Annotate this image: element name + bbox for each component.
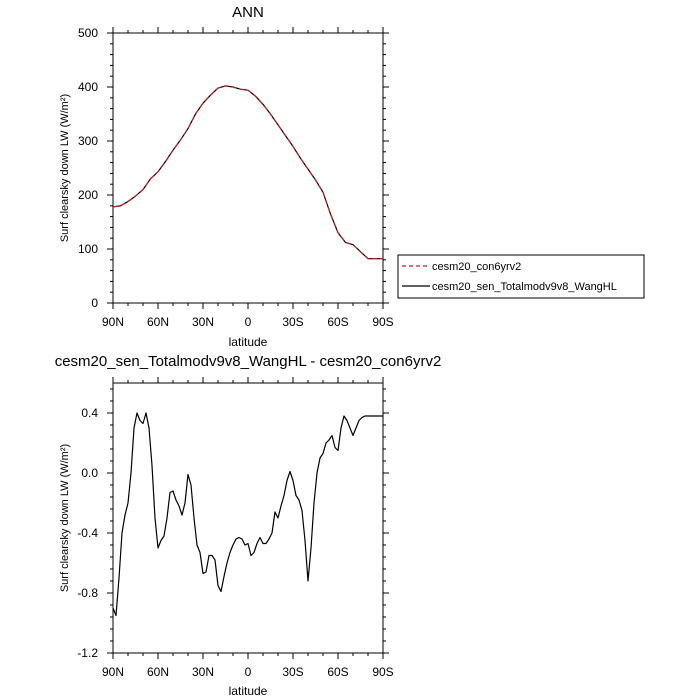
- top-y-tick-label: 400: [78, 80, 98, 94]
- bottom-x-tick-label: 30S: [282, 665, 303, 679]
- bottom-panel: cesm20_sen_Totalmodv9v8_WangHL - cesm20_…: [55, 353, 442, 698]
- bottom-series-line-0: [112, 412, 383, 617]
- bottom-chart-title: cesm20_sen_Totalmodv9v8_WangHL - cesm20_…: [55, 353, 442, 370]
- bottom-series-group: [112, 412, 383, 617]
- bottom-y-tick-label: 0.4: [81, 406, 98, 420]
- bottom-axes: 90N 60N 30N 0 30S 60S 90S -1.2 -0.8 -0.4 0.0 0.4: [77, 377, 394, 679]
- top-panel: ANN latitude Surf clearsky down LW (W/m²…: [59, 4, 394, 349]
- top-y-axis-label: Surf clearsky down LW (W/m²): [59, 94, 71, 242]
- top-chart-title: ANN: [232, 4, 264, 21]
- bottom-x-axis-label: latitude: [229, 684, 268, 698]
- top-x-axis-label: latitude: [229, 335, 268, 349]
- top-plot-frame: [112, 32, 384, 304]
- top-y-tick-label: 300: [78, 134, 98, 148]
- legend-label-totalmod: cesm20_sen_Totalmodv9v8_WangHL: [432, 281, 617, 293]
- top-y-tick-label: 500: [78, 26, 98, 40]
- top-x-tick-label: 60N: [147, 315, 169, 329]
- top-series-group: [112, 85, 383, 260]
- top-y-tick-label: 200: [78, 188, 98, 202]
- top-x-tick-label: 30S: [282, 315, 303, 329]
- bottom-y-axis-label-text: Surf clearsky down LW (W/m²): [59, 444, 71, 592]
- legend: cesm20_con6yrv2 cesm20_sen_Totalmodv9v8_…: [397, 254, 645, 299]
- bottom-x-tick-label: 30N: [192, 665, 214, 679]
- top-y-tick-label: 0: [91, 296, 98, 310]
- bottom-x-tick-label: 60N: [147, 665, 169, 679]
- bottom-y-tick-label: -1.2: [77, 646, 98, 660]
- bottom-x-tick-label: 0: [245, 665, 252, 679]
- bottom-x-tick-label: 90N: [102, 665, 124, 679]
- top-x-tick-label: 0: [245, 315, 252, 329]
- top-series-line-1: [112, 85, 383, 260]
- bottom-y-tick-label: -0.8: [77, 586, 98, 600]
- top-x-tick-label: 90S: [372, 315, 393, 329]
- bottom-x-tick-label: 60S: [327, 665, 348, 679]
- bottom-y-axis-label: Surf clearsky down LW (W/m²): [59, 444, 71, 592]
- top-x-tick-label: 90N: [102, 315, 124, 329]
- bottom-y-tick-label: 0.0: [81, 466, 98, 480]
- bottom-y-tick-label: -0.4: [77, 526, 98, 540]
- top-axes: 90N 60N 30N 0 30S 60S 90S 0 100 200 300 400 500: [78, 26, 394, 329]
- top-x-tick-label: 60S: [327, 315, 348, 329]
- top-y-tick-label: 100: [78, 242, 98, 256]
- legend-box: [397, 254, 645, 299]
- legend-label-con6yrv2: cesm20_con6yrv2: [432, 261, 521, 273]
- top-x-tick-label: 30N: [192, 315, 214, 329]
- top-y-axis-label-text: Surf clearsky down LW (W/m²): [59, 94, 71, 242]
- bottom-x-tick-label: 90S: [372, 665, 393, 679]
- top-series-line-0: [112, 85, 383, 260]
